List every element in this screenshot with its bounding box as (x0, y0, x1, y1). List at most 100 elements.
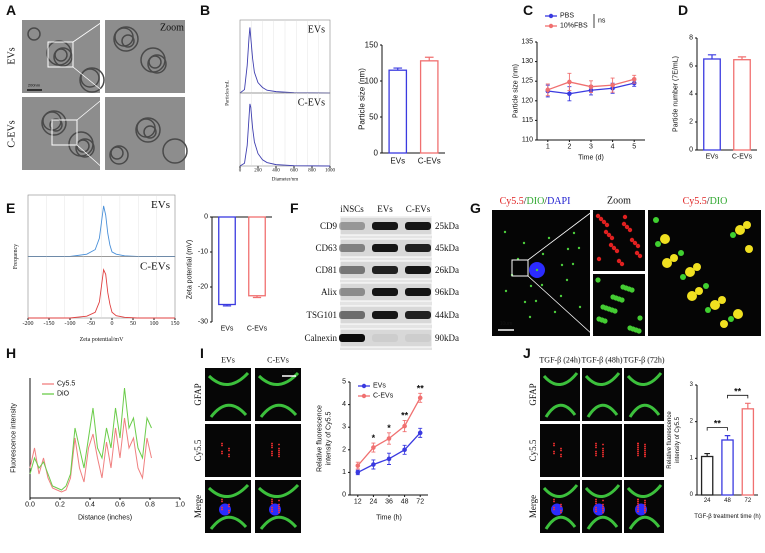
dot (560, 505, 562, 508)
y-tick-label: 150 (365, 41, 379, 50)
band (405, 334, 431, 342)
dot (733, 309, 743, 319)
vesicle (46, 40, 72, 66)
dot (602, 449, 604, 452)
dot (637, 452, 639, 455)
x-tick-label: 400 (272, 169, 280, 174)
dot (602, 447, 604, 450)
dot (644, 455, 646, 458)
y-tick-label: 6 (689, 63, 693, 70)
chart: Relative fluorescence intensity of Cy5.5 T… (667, 382, 761, 520)
dot (632, 240, 638, 246)
dot (271, 446, 273, 449)
x-tick-label: 24 (370, 499, 378, 506)
point (402, 447, 407, 453)
y-tick-label: -20 (198, 284, 208, 291)
dot (730, 232, 736, 238)
band (339, 244, 365, 252)
chart: Particle size (nm) Time (d) 1 2 3 4 5 110 115 120… (513, 13, 645, 162)
dot (637, 444, 639, 447)
x-tick-label: 0 (239, 169, 242, 174)
dot (228, 505, 230, 508)
zoom-line (527, 275, 594, 336)
vesicle (140, 47, 166, 73)
dot (602, 507, 604, 510)
x-tick-label: 12 (354, 499, 362, 506)
series-line (29, 417, 152, 493)
dot (606, 232, 612, 238)
dot (614, 248, 620, 254)
micrograph (582, 424, 622, 477)
zoom-line (76, 96, 106, 121)
dot (637, 446, 639, 449)
y-tick-label: 2 (689, 119, 693, 126)
vesicle (79, 67, 105, 93)
chart: Zeta potential (mV) 0 -10 -20 -30 EVs C-EVs (187, 214, 272, 333)
cell (626, 484, 663, 530)
legend-label: DiO (57, 391, 70, 398)
dot (228, 511, 230, 514)
dot (598, 216, 604, 222)
dot (627, 227, 633, 233)
x-tick-label: 600 (290, 169, 298, 174)
y-tick-label: 5 (342, 379, 346, 386)
panel-label: E (6, 200, 15, 216)
vesicle (54, 48, 68, 62)
dot (553, 442, 555, 445)
scale-bar-label: 200nm (28, 83, 41, 88)
x-tick-label: 0.8 (145, 502, 155, 509)
y-axis-label: intensity of Cy5.5 (675, 416, 681, 463)
bar (741, 408, 755, 496)
dot (504, 289, 508, 293)
vesicle (113, 26, 139, 52)
dot (271, 498, 273, 501)
title-part: DAPI (547, 196, 570, 207)
dot (522, 241, 526, 245)
x-tick-label: -100 (65, 321, 76, 327)
series-line (239, 103, 331, 167)
x-tick-label: EVs (221, 326, 234, 333)
protein-label: CD9 (320, 221, 338, 231)
dot (620, 284, 626, 290)
y-axis-label: Particle number (7E/mL) (673, 56, 680, 132)
dot (221, 444, 223, 447)
micrograph (255, 424, 301, 477)
dot (595, 506, 597, 509)
vesicle (136, 118, 156, 138)
vesicle (80, 68, 100, 88)
dot (595, 442, 597, 445)
dot (221, 450, 223, 453)
band (339, 311, 365, 319)
title-part: DIO (527, 196, 545, 207)
dot (529, 284, 533, 288)
zoom-line (72, 66, 106, 94)
dot (541, 252, 545, 256)
image-label: Zoom (160, 23, 184, 34)
x-tick-label: C-EVs (247, 326, 268, 333)
y-tick-label: -30 (198, 319, 208, 326)
band (339, 334, 365, 342)
cell (542, 372, 579, 418)
cell (207, 483, 250, 530)
legend-swatch (548, 23, 554, 29)
size-label: 90kDa (435, 333, 459, 343)
zoom-line (72, 19, 106, 43)
y-tick-label: 125 (521, 78, 533, 85)
bar (248, 216, 266, 297)
y-tick-label: 0 (342, 492, 346, 499)
x-tick-label: EVs (390, 157, 405, 166)
point (402, 423, 407, 429)
error-bar (707, 54, 717, 59)
band (405, 311, 431, 319)
dot (595, 450, 597, 453)
vesicle (121, 34, 135, 48)
error-bar (737, 56, 747, 60)
x-tick-label: 1 (546, 144, 550, 151)
y-axis-label: Relative fluorescence (667, 411, 673, 469)
dot (637, 500, 639, 503)
dot (608, 242, 614, 248)
dot (720, 320, 728, 328)
dot (572, 231, 576, 235)
micrograph (593, 274, 645, 336)
annotation: ns (598, 18, 606, 25)
